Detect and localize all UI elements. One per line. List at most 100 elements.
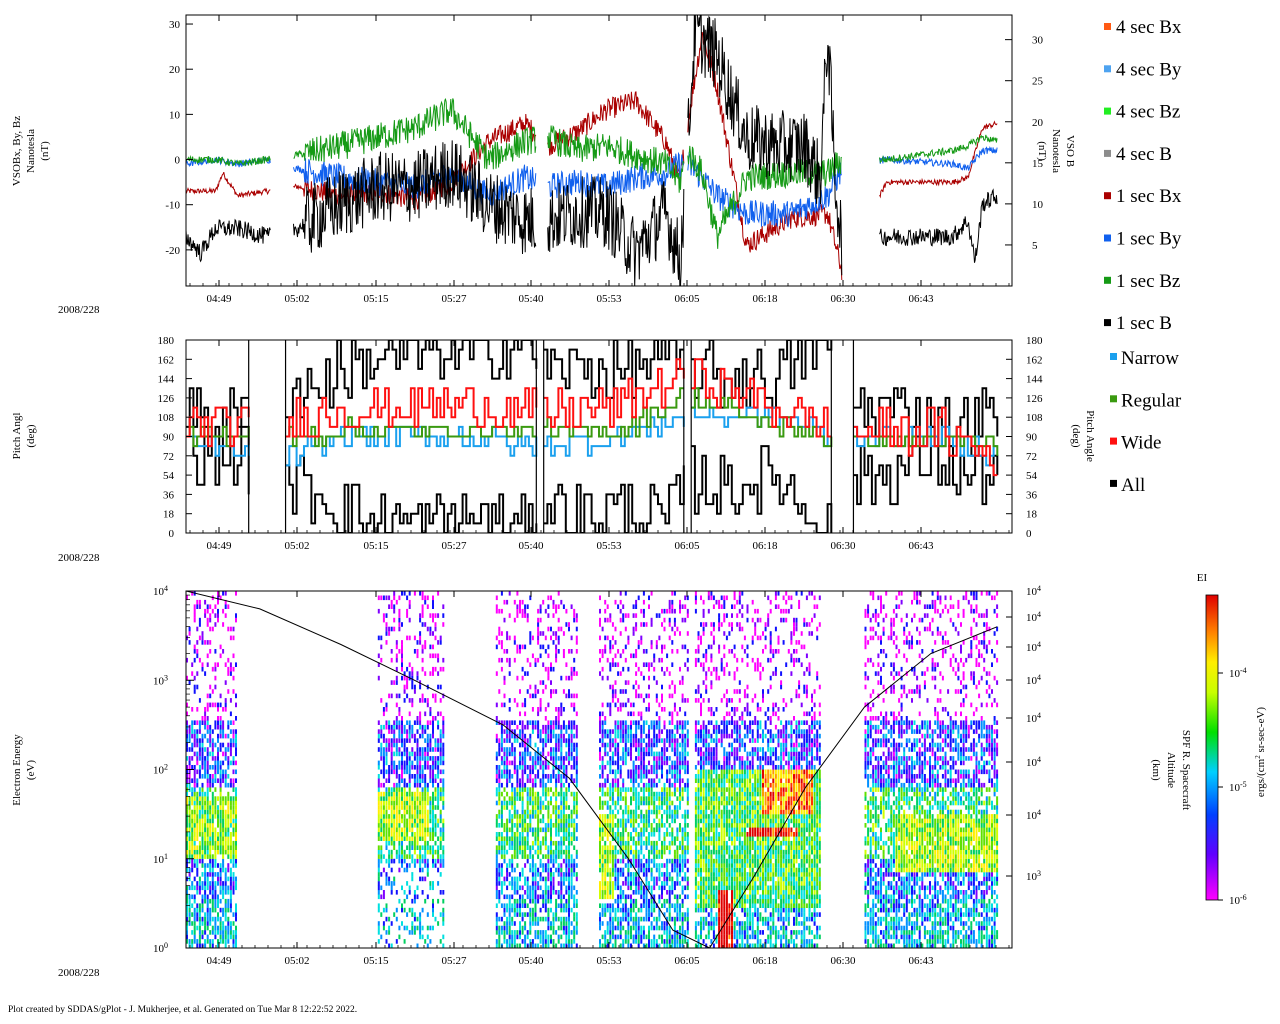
spectrogram-cell — [217, 613, 219, 618]
spectrogram-cell — [214, 894, 217, 900]
spectrogram-cell — [217, 912, 219, 917]
legend-label: 1 sec Bx — [1116, 186, 1182, 207]
spectrogram-cell — [516, 863, 519, 868]
spectrogram-cell — [648, 818, 650, 824]
spectrogram-cell — [206, 934, 209, 940]
spectrogram-cell — [219, 724, 222, 730]
spectrogram-cell — [426, 823, 429, 828]
spectrogram-cell — [671, 733, 674, 739]
spectrogram-cell — [614, 747, 617, 752]
spectrogram-cell — [495, 800, 498, 806]
spectrogram-cell — [526, 881, 529, 886]
spectrogram-cell — [206, 898, 209, 904]
spectrogram-cell — [413, 916, 416, 922]
spectrogram-cell — [388, 747, 391, 752]
spectrogram-cell — [513, 930, 516, 935]
spectrogram-cell — [500, 720, 503, 725]
spectrogram-cell — [661, 818, 663, 824]
spectrogram-cell — [604, 814, 607, 819]
spectrogram-cell — [617, 885, 620, 891]
spectrogram-cell — [401, 716, 403, 721]
spectrogram-cell — [188, 916, 191, 922]
spectrogram-cell — [609, 644, 612, 650]
spectrogram-cell — [201, 921, 204, 926]
spectrogram-cell — [599, 617, 601, 623]
spectrogram-cell — [673, 903, 676, 908]
spectrogram-cell — [209, 738, 212, 743]
spectrogram-cell — [611, 845, 614, 850]
spectrogram-cell — [661, 765, 663, 770]
spectrogram-cell — [498, 890, 501, 895]
spectrogram-cell — [655, 693, 658, 699]
spectrogram-cell — [209, 684, 212, 690]
spectrogram-cell — [513, 599, 516, 605]
spectrogram-cell — [424, 858, 427, 864]
spectrogram-cell — [390, 854, 393, 859]
spectrogram-cell — [513, 881, 516, 886]
spectrogram-cell — [663, 832, 666, 837]
spectrogram-cell — [382, 738, 385, 743]
spectrogram-cell — [411, 930, 414, 935]
spectrogram-cell — [648, 832, 650, 837]
spectrogram-cell — [442, 756, 445, 761]
spectrogram-cell — [413, 684, 416, 690]
spectrogram-cell — [655, 921, 658, 926]
spectrogram-cell — [432, 809, 434, 815]
spectrogram-cell — [673, 854, 676, 859]
spectrogram-cell — [542, 836, 545, 841]
spectrogram-cell — [403, 751, 406, 757]
spectrogram-cell — [198, 818, 201, 824]
spectrogram-cell — [398, 796, 401, 801]
spectrogram-cell — [513, 760, 516, 766]
spectrogram-cell — [632, 939, 635, 944]
spectrogram-cell — [562, 921, 565, 926]
spectrogram-cell — [421, 666, 424, 672]
spectrogram-cell — [385, 640, 388, 645]
spectrogram-cell — [503, 729, 506, 734]
spectrogram-cell — [573, 805, 576, 810]
spectrogram-cell — [609, 591, 612, 592]
spectrogram-cell — [193, 657, 196, 663]
spectrogram-cell — [506, 840, 509, 846]
spectrogram-cell — [219, 840, 222, 846]
spectrogram-cell — [500, 881, 503, 886]
spectrogram-cell — [534, 684, 537, 690]
spectrogram-cell — [609, 849, 612, 855]
spectrogram-cell — [547, 876, 550, 882]
spectrogram-cell — [544, 854, 547, 859]
spectrogram-cell — [619, 818, 622, 824]
spectrogram-cell — [393, 608, 396, 614]
spectrogram-cell — [655, 903, 658, 908]
spectrogram-cell — [217, 930, 219, 935]
spectrogram-cell — [217, 872, 219, 877]
spectrogram-cell — [516, 814, 519, 819]
spectrogram-cell — [380, 751, 383, 757]
spectrogram-cell — [519, 689, 521, 694]
spectrogram-cell — [671, 782, 674, 788]
spectrogram-cell — [201, 733, 204, 739]
spectrogram-cell — [663, 644, 666, 650]
spectrogram-cell — [573, 765, 576, 770]
spectrogram-cell — [560, 805, 563, 810]
spectrogram-cell — [650, 898, 653, 904]
spectrogram-cell — [495, 738, 498, 743]
spectrogram-cell — [601, 876, 604, 882]
spectrogram-cell — [666, 845, 669, 850]
spectrogram-cell — [627, 751, 630, 757]
spectrogram-cell — [419, 809, 422, 815]
spectrogram-cell — [411, 675, 414, 681]
spectrogram-cell — [393, 680, 396, 685]
spectrogram-cell — [186, 675, 188, 681]
spectrogram-cell — [655, 733, 658, 739]
spectrogram-cell — [645, 796, 648, 801]
spectrogram-cell — [668, 693, 671, 699]
spectrogram-cell — [508, 827, 511, 833]
spectrogram-cell — [432, 604, 434, 609]
spectrogram-cell — [429, 653, 432, 659]
spectrogram-cell — [601, 863, 604, 868]
spectrogram-cell — [568, 858, 570, 864]
spectrogram-cell — [235, 747, 237, 752]
spectrogram-cell — [601, 791, 604, 797]
spectrogram-cell — [390, 604, 393, 609]
spectrogram-cell — [406, 693, 409, 699]
